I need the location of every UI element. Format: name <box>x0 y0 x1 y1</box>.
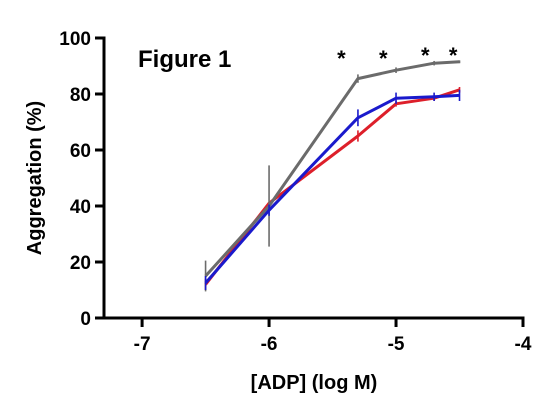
y-tick-label: 20 <box>70 253 91 274</box>
significance-marker: * <box>337 46 346 71</box>
series-layer <box>204 60 461 292</box>
x-tick-label: -6 <box>261 334 278 355</box>
series-line <box>204 88 460 286</box>
series-line <box>204 93 460 284</box>
y-tick-label: 80 <box>70 85 91 106</box>
y-ticks: 0 20 40 60 80 100 <box>59 29 104 330</box>
y-tick-label: 0 <box>80 309 91 330</box>
annotation-layer: * * * * <box>337 43 458 71</box>
series-3 <box>204 89 461 290</box>
y-axis-title: Aggregation (%) <box>24 101 46 255</box>
x-ticks: -7 -6 -5 -4 <box>134 318 532 355</box>
axes <box>102 36 525 320</box>
x-axis-title: [ADP] (log M) <box>251 372 378 394</box>
series-2 <box>204 60 461 292</box>
series-line <box>204 60 460 278</box>
x-tick-label: -4 <box>515 334 532 355</box>
chart-title: Figure 1 <box>138 46 231 73</box>
significance-marker: * <box>379 46 388 71</box>
significance-marker: * <box>449 43 458 68</box>
y-tick-label: 60 <box>70 141 91 162</box>
x-tick-label: -7 <box>134 334 151 355</box>
y-tick-label: 40 <box>70 197 91 218</box>
significance-marker: * <box>421 43 430 68</box>
x-tick-label: -5 <box>388 334 405 355</box>
y-tick-label: 100 <box>59 29 91 50</box>
